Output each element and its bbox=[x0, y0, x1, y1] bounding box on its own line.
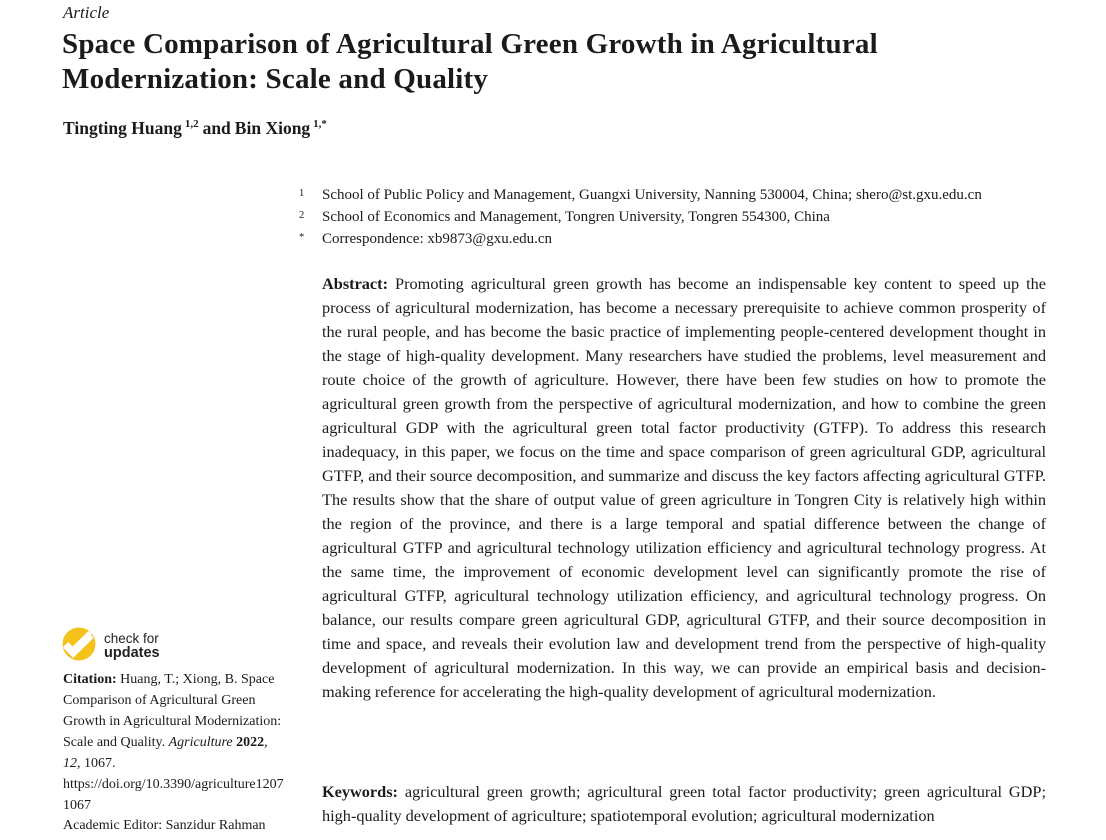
affiliation-text: School of Public Policy and Management, … bbox=[322, 187, 982, 203]
authors-line: Tingting Huang 1,2 and Bin Xiong 1,* bbox=[63, 118, 327, 139]
citation-journal-name: Agriculture bbox=[168, 735, 233, 750]
abstract-text: Promoting agricultural green growth has … bbox=[322, 274, 1047, 701]
correspondence-text: Correspondence: xb9873@gxu.edu.cn bbox=[322, 231, 553, 247]
author-2-affiliation-sup: 1,* bbox=[313, 118, 327, 130]
citation-label: Citation: bbox=[63, 672, 117, 687]
citation-text: Huang, T.; Xiong, B. Space Comparison of… bbox=[63, 672, 282, 750]
academic-editor-name: Sanzidur Rahman bbox=[165, 818, 266, 833]
affiliations-block: 1 School of Public Policy and Management… bbox=[299, 184, 1059, 250]
affiliation-marker: 2 bbox=[299, 210, 305, 221]
badge-line-1: check for bbox=[104, 631, 159, 646]
article-type-label: Article bbox=[63, 3, 110, 22]
author-1-affiliation-sup: 1,2 bbox=[184, 118, 199, 130]
citation-separator: , bbox=[264, 735, 268, 750]
crossmark-check-icon bbox=[60, 624, 98, 664]
abstract-label: Abstract: bbox=[322, 274, 389, 293]
affiliation-text: School of Economics and Management, Tong… bbox=[322, 209, 830, 225]
badge-line-2: updates bbox=[104, 645, 160, 661]
affiliation-marker: * bbox=[299, 232, 305, 243]
citation-volume: 12 bbox=[63, 756, 77, 771]
doi-link[interactable]: https://doi.org/10.3390/agriculture12071… bbox=[63, 777, 284, 813]
keywords-text: agricultural green growth; agricultural … bbox=[322, 782, 1046, 825]
citation-block: Citation: Huang, T.; Xiong, B. Space Com… bbox=[63, 669, 284, 816]
affiliation-row-correspondence: * Correspondence: xb9873@gxu.edu.cn bbox=[299, 228, 1059, 250]
keywords-paragraph: Keywords: agricultural green growth; agr… bbox=[322, 780, 1046, 828]
check-for-updates-badge[interactable]: check for updates bbox=[60, 624, 160, 664]
affiliation-row-2: 2 School of Economics and Management, To… bbox=[299, 206, 1059, 228]
paper-title: Space Comparison of Agricultural Green G… bbox=[62, 28, 878, 95]
citation-year: 2022 bbox=[236, 735, 265, 750]
author-name-1: Tingting Huang bbox=[63, 118, 182, 138]
author-name-2: Bin Xiong bbox=[234, 118, 311, 138]
keywords-label: Keywords: bbox=[322, 782, 398, 801]
abstract-paragraph: Abstract: Promoting agricultural green g… bbox=[322, 272, 1046, 704]
check-for-updates-text: check for updates bbox=[104, 627, 160, 661]
academic-editor-line: Academic Editor: Sanzidur Rahman bbox=[63, 816, 303, 836]
authors-connector: and bbox=[202, 118, 231, 138]
affiliation-marker: 1 bbox=[299, 188, 305, 199]
citation-pages: , 1067. bbox=[77, 756, 116, 771]
affiliation-row-1: 1 School of Public Policy and Management… bbox=[299, 184, 1059, 206]
academic-editor-label: Academic Editor: bbox=[63, 818, 163, 833]
